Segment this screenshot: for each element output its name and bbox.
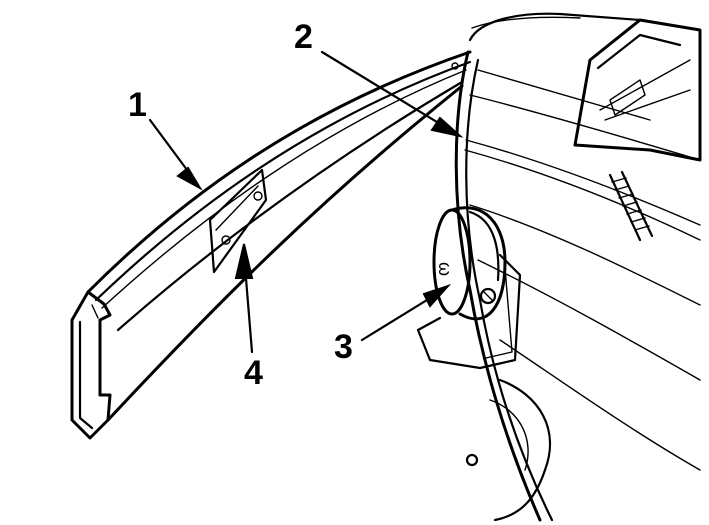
fender-body bbox=[454, 12, 702, 522]
arrowhead-4 bbox=[234, 243, 254, 279]
trim-strip bbox=[70, 50, 472, 440]
callout-leaders bbox=[148, 50, 464, 354]
mounting-plate bbox=[208, 168, 268, 274]
arrowhead-1 bbox=[176, 166, 203, 191]
callout-label-2: 2 bbox=[294, 18, 313, 56]
svg-text:ω: ω bbox=[435, 262, 455, 276]
arrowhead-3 bbox=[422, 283, 452, 308]
arrowhead-2 bbox=[430, 116, 464, 138]
callout-label-1: 1 bbox=[128, 86, 147, 124]
callout-label-3: 3 bbox=[334, 328, 353, 366]
light-housing: ω bbox=[416, 206, 522, 370]
callout-label-4: 4 bbox=[244, 354, 263, 392]
leader-line-2 bbox=[320, 50, 452, 132]
